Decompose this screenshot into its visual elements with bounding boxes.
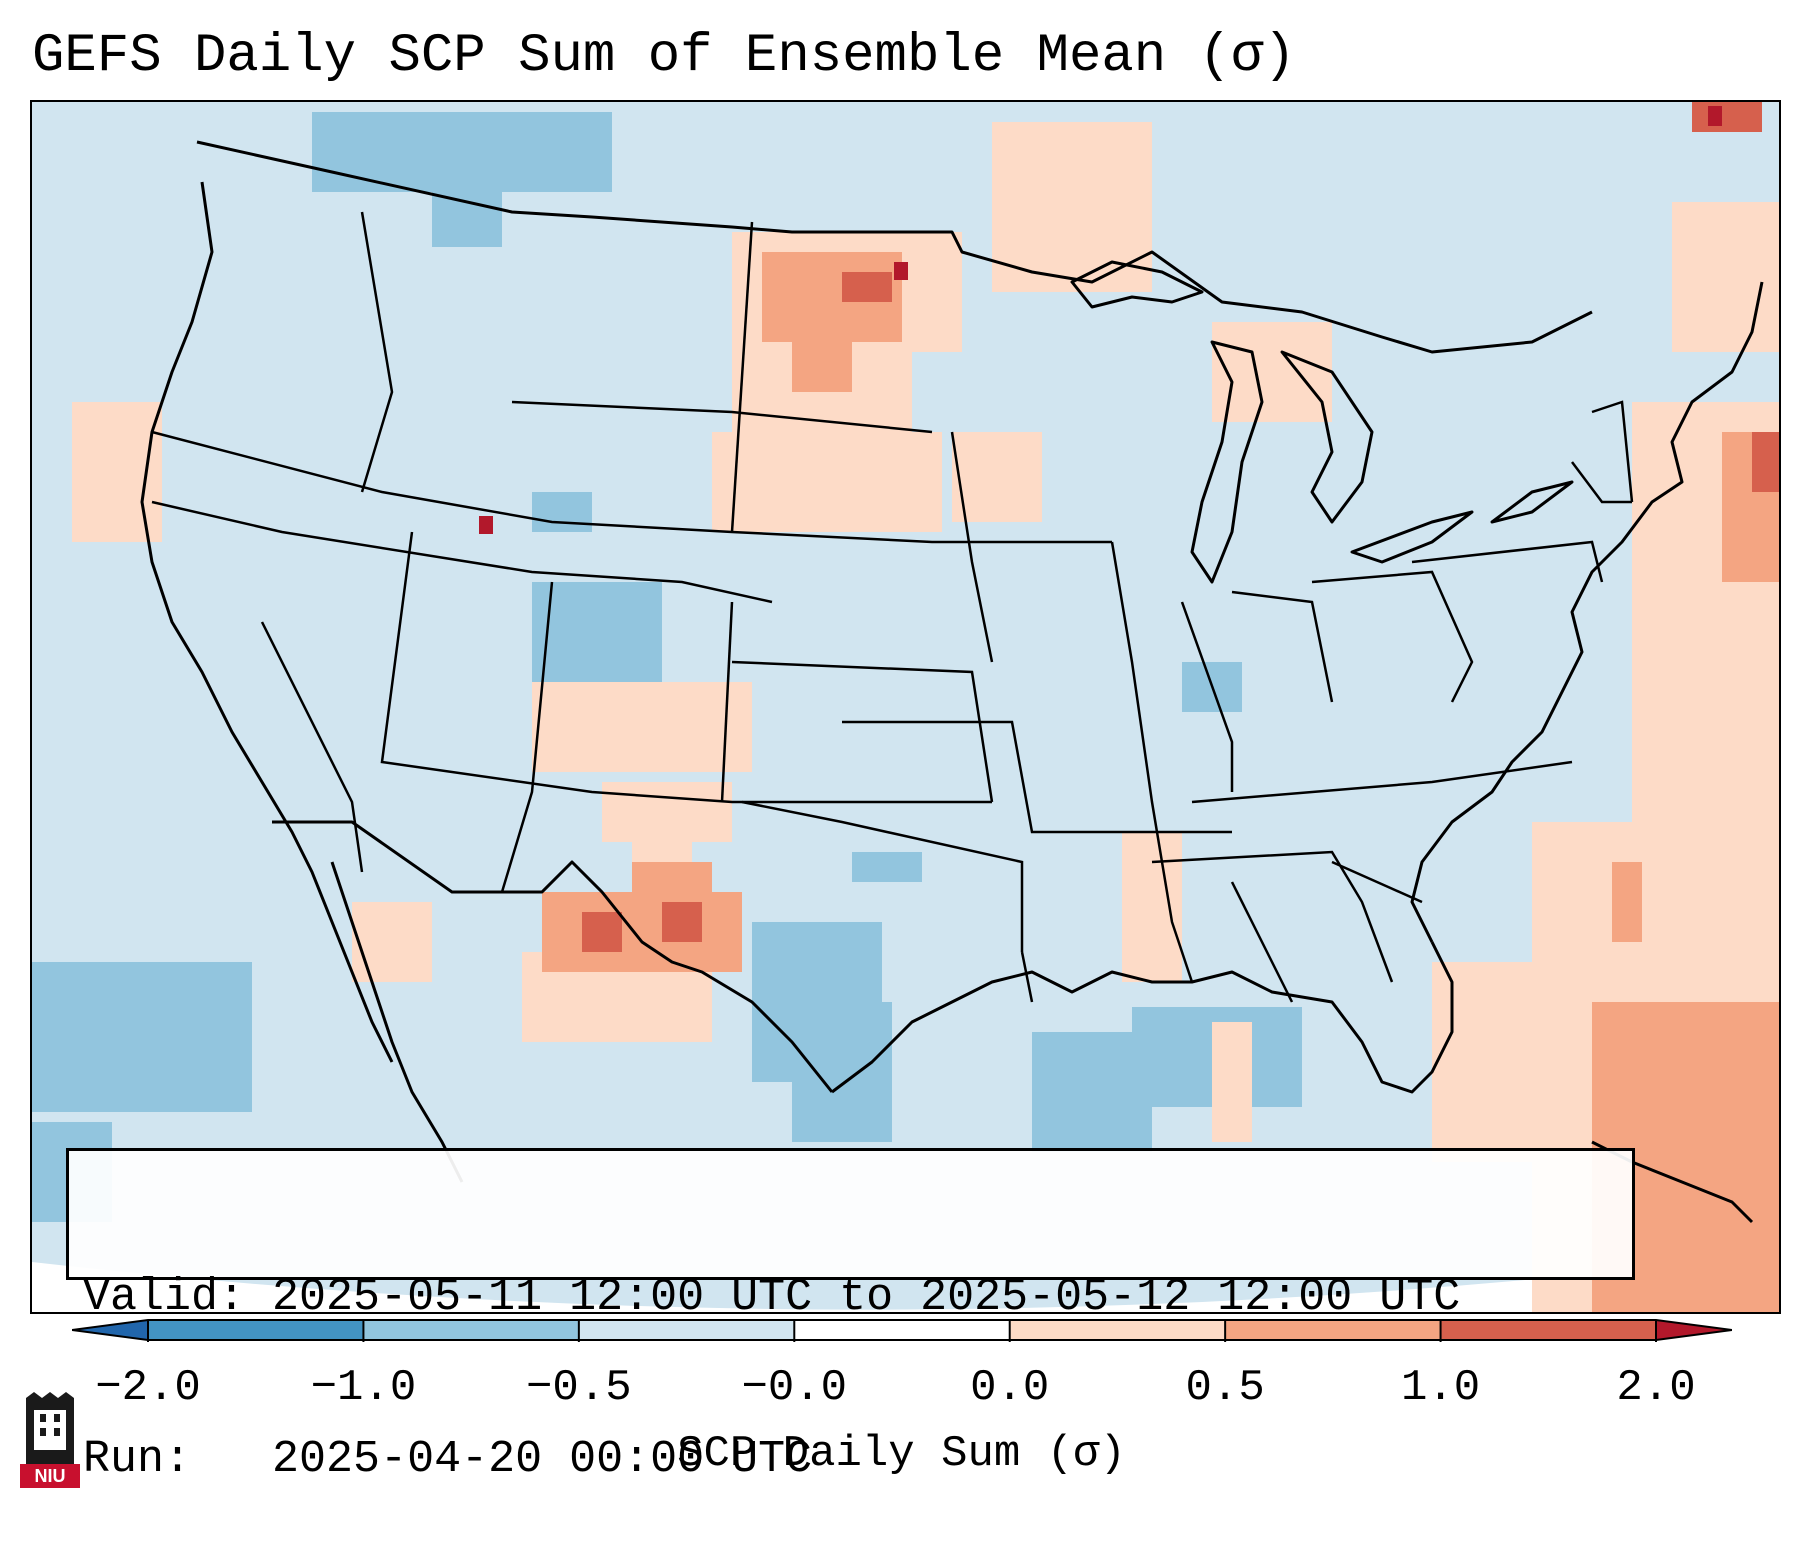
- colorbar-tick-label: −1.0: [310, 1363, 417, 1413]
- niu-logo-text: NIU: [35, 1466, 66, 1486]
- colorbar-label: SCP Daily Sum (σ): [677, 1429, 1126, 1479]
- colorbar-segment: [1009, 1320, 1226, 1340]
- validity-info-box: Valid: 2025-05-11 12:00 UTC to 2025-05-1…: [66, 1148, 1635, 1485]
- positive-anomaly-patches-max: [479, 106, 1722, 534]
- colorbar-tick-label: −2.0: [95, 1363, 201, 1413]
- valid-label: Valid:: [83, 1272, 246, 1323]
- valid-value: 2025-05-11 12:00 UTC to 2025-05-12 12:00…: [272, 1272, 1461, 1323]
- positive-anomaly-patches-dark: [582, 102, 1779, 952]
- colorbar-extend-high: [1656, 1320, 1732, 1340]
- colorbar-extend-low: [72, 1320, 148, 1340]
- colorbar-segment: [363, 1320, 580, 1340]
- valid-line: Valid: 2025-05-11 12:00 UTC to 2025-05-1…: [83, 1271, 1632, 1325]
- colorbar: [72, 1319, 1732, 1342]
- colorbar-segment: [1225, 1320, 1442, 1340]
- coastlines-and-borders: [140, 140, 1764, 1224]
- colorbar-tick-label: −0.0: [741, 1363, 848, 1413]
- run-value: 2025-04-20 00:00 UTC: [272, 1434, 813, 1485]
- run-label: Run:: [83, 1434, 192, 1485]
- colorbar-tick-label: 0.5: [1185, 1363, 1265, 1413]
- colorbar-tick-label: 1.0: [1400, 1363, 1481, 1413]
- anomaly-map: [32, 102, 1779, 1312]
- map-edge-mask: [32, 1252, 1779, 1312]
- colorbar-segment: [148, 1320, 364, 1340]
- map-title: GEFS Daily SCP Sum of Ensemble Mean (σ): [32, 26, 1296, 87]
- colorbar-tick-label: −0.5: [526, 1363, 632, 1413]
- colorbar-tick-label: 0.0: [970, 1363, 1050, 1413]
- colorbar-tick-label: 2.0: [1616, 1363, 1696, 1413]
- niu-logo: NIU: [20, 1392, 80, 1488]
- colorbar-segment: [1440, 1320, 1657, 1340]
- run-line: Run: 2025-04-20 00:00 UTC: [83, 1433, 1632, 1487]
- colorbar-segment: [578, 1320, 795, 1340]
- state-borders: [151, 211, 1634, 1003]
- map-panel: [30, 100, 1781, 1314]
- colorbar-segment: [794, 1320, 1011, 1340]
